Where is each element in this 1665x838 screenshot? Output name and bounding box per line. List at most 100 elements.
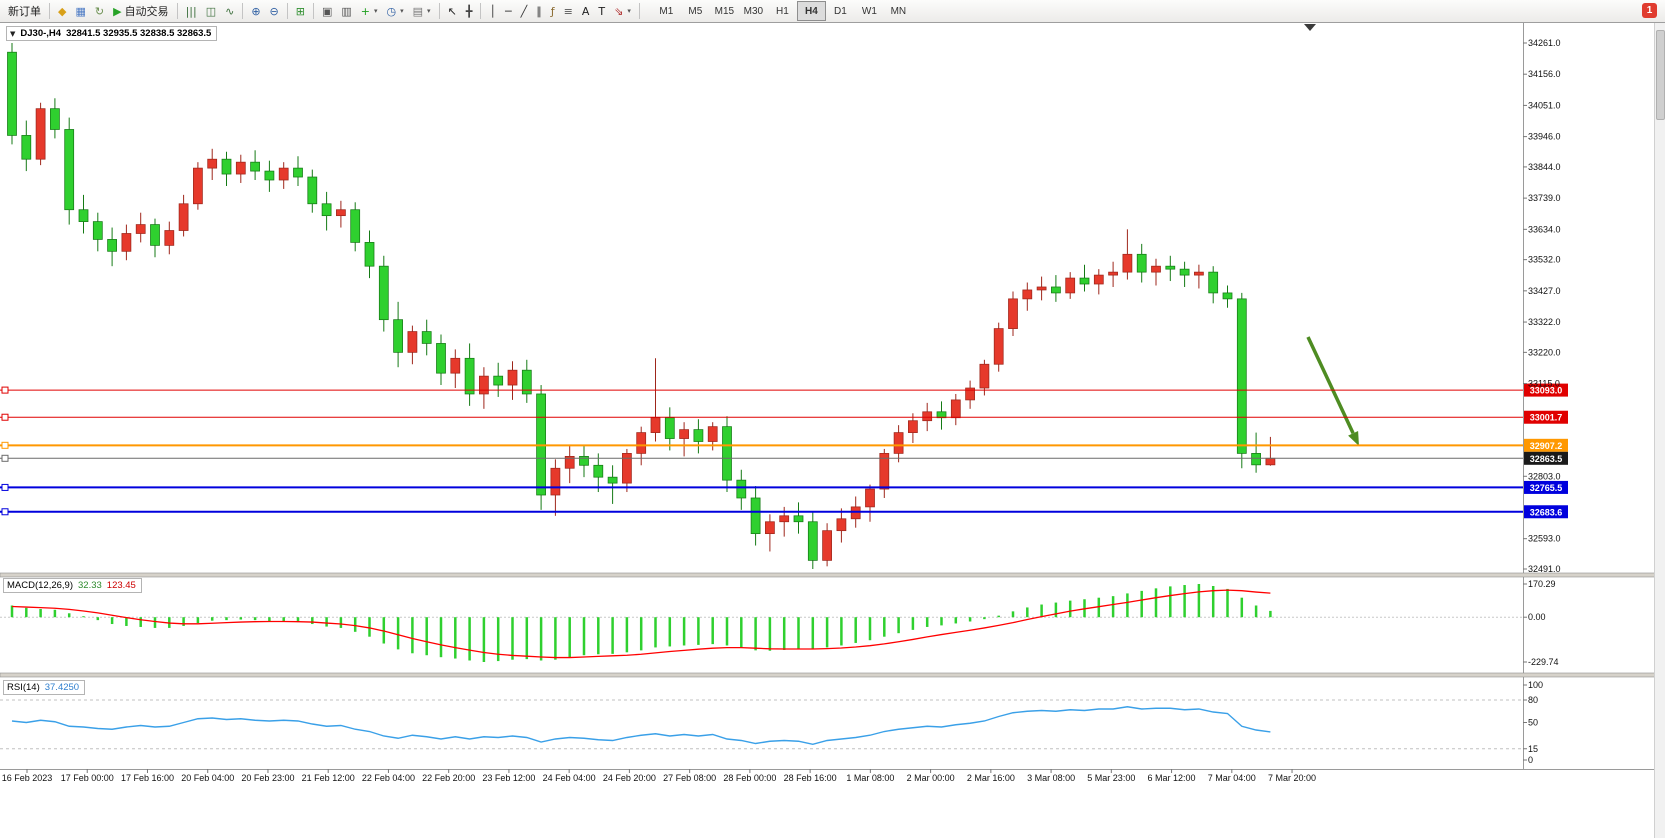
candle-body [893, 432, 904, 454]
trendline-icon[interactable]: ╱ [517, 1, 532, 21]
candle-body [1008, 298, 1018, 329]
timeframe-mn[interactable]: MN [890, 5, 907, 17]
macd-histogram-bar [539, 617, 543, 661]
level-anchor[interactable] [1, 483, 9, 491]
time-label: 22 Feb 20:00 [422, 773, 475, 783]
timeframe-w1[interactable]: W1 [861, 5, 877, 17]
price-axis[interactable]: 34261.0 34156.0 34051.0 33946.0 33844.0 33739… [1523, 22, 1561, 769]
refresh-icon[interactable]: ↻ [91, 1, 108, 21]
period-button[interactable]: ◷ ▾ [383, 1, 408, 21]
horizontal-line-icon[interactable]: ─ [501, 1, 516, 21]
macd-name: MACD(12,26,9) [7, 580, 73, 591]
candle-body [1079, 277, 1090, 285]
arrow-head[interactable] [1348, 431, 1359, 446]
candle-body [550, 467, 561, 496]
arrange-windows-icon[interactable]: ▥ [337, 1, 355, 21]
tile-windows-icon[interactable]: ⊞ [292, 1, 309, 21]
candle-body [178, 203, 189, 231]
macd-histogram-bar [811, 617, 815, 650]
candlestick-chart-icon: ◫ [205, 4, 217, 18]
timeframe-m1[interactable]: M1 [659, 5, 674, 17]
level-anchor[interactable] [1, 441, 9, 449]
macd-histogram-bar [67, 613, 71, 618]
macd-histogram-bar [511, 617, 514, 660]
candlestick-chart-icon[interactable]: ◫ [202, 1, 220, 21]
timeframe-m15[interactable]: M15 [714, 5, 735, 17]
channel-icon[interactable]: ∥ [532, 1, 546, 21]
panel-divider[interactable] [0, 672, 1665, 678]
shapes-button[interactable]: ⇘ ▾ [610, 1, 635, 21]
candle-body [1236, 298, 1247, 454]
time-label: 22 Feb 04:00 [362, 773, 415, 783]
macd-histogram-bar [639, 617, 643, 651]
new-chart-button[interactable]: + ▾ [357, 1, 382, 21]
macd-axis-label: 170.29 [1528, 579, 1556, 589]
macd-histogram-bar [339, 617, 343, 628]
price-tag [1524, 480, 1568, 494]
data-window-icon[interactable]: ▦ [71, 1, 89, 21]
candle-body [722, 426, 732, 481]
arrow-shaft[interactable] [1306, 336, 1355, 435]
new-order-button[interactable]: 新订单 [4, 1, 45, 21]
trend-arrow[interactable] [1306, 336, 1359, 446]
timeframe-d1[interactable]: D1 [833, 5, 847, 17]
zoom-in-icon[interactable]: ⊕ [247, 1, 264, 21]
candle-body [250, 161, 260, 172]
notification-badge[interactable]: 1 [1642, 3, 1657, 18]
level-anchor[interactable] [1, 508, 9, 516]
rsi-axis-label: 15 [1528, 744, 1538, 754]
timeframe-m30[interactable]: M30 [743, 5, 764, 17]
dropdown-arrow-icon[interactable]: ▾ [400, 7, 404, 15]
line-chart-icon[interactable]: ∿ [221, 1, 238, 21]
candle-body [1051, 286, 1061, 294]
macd-histogram-bar [854, 617, 857, 643]
macd-histogram-bar [1126, 593, 1129, 618]
crosshair-icon[interactable]: ╋ [462, 1, 477, 21]
candle-body [164, 230, 175, 246]
vertical-scrollbar[interactable] [1654, 22, 1665, 838]
chart-dropdown-icon[interactable]: ▼ [10, 29, 16, 38]
auto-trading-button[interactable]: ▶ 自动交易 [109, 1, 172, 21]
macd-histogram-bar [25, 607, 28, 618]
time-axis[interactable]: 16 Feb 2023 17 Feb 00:00 17 Feb 16:00 20 Fe… [2, 769, 1316, 783]
price-tick-label: 32593.0 [1528, 534, 1561, 544]
text-icon[interactable]: A [578, 1, 594, 21]
level-anchor[interactable] [1, 413, 9, 421]
candle-body [1222, 292, 1233, 300]
panel-divider[interactable] [0, 572, 1665, 578]
dropdown-arrow-icon[interactable]: ▾ [627, 7, 631, 15]
bar-chart-icon[interactable]: ||| [182, 1, 201, 21]
template-button[interactable]: ▤ ▾ [409, 1, 435, 21]
time-label: 16 Feb 2023 [2, 773, 53, 783]
levels-icon[interactable]: ≡ [560, 1, 577, 21]
zoom-out-icon[interactable]: ⊖ [266, 1, 283, 21]
label-icon[interactable]: T [594, 1, 609, 21]
dropdown-arrow-icon[interactable]: ▾ [374, 7, 378, 15]
candle-body [836, 518, 847, 532]
vertical-line-icon[interactable]: │ [485, 1, 500, 21]
price-tag-label: 33093.0 [1530, 386, 1563, 396]
macd-histogram-bar [782, 617, 786, 650]
market-watch-icon[interactable]: ◆ [54, 1, 70, 21]
level-anchor[interactable] [1, 386, 9, 394]
timeframe-h1[interactable]: H1 [775, 5, 789, 17]
cursor-icon[interactable]: ↖ [444, 1, 461, 21]
time-label: 24 Feb 04:00 [543, 773, 596, 783]
timeframe-h4[interactable]: H4 [796, 1, 826, 21]
fibonacci-icon[interactable]: ƒ [547, 1, 559, 21]
macd-histogram-bar [282, 617, 285, 622]
scrollbar-thumb[interactable] [1656, 30, 1665, 120]
candle-body [1122, 253, 1133, 273]
level-anchor[interactable] [1, 454, 9, 462]
rsi-name: RSI(14) [7, 682, 40, 693]
candle-body [807, 521, 818, 561]
timeframe-m5[interactable]: M5 [688, 5, 703, 17]
candle-body [107, 239, 117, 252]
dropdown-arrow-icon[interactable]: ▾ [427, 7, 431, 15]
candle-body [221, 158, 232, 175]
chart-title[interactable]: ▼ DJ30-,H4 32841.5 32935.5 32838.5 32863… [6, 26, 218, 41]
cascade-windows-icon[interactable]: ▣ [318, 1, 336, 21]
time-label: 7 Mar 20:00 [1268, 773, 1316, 783]
new-order-button-label: 新订单 [8, 6, 41, 18]
